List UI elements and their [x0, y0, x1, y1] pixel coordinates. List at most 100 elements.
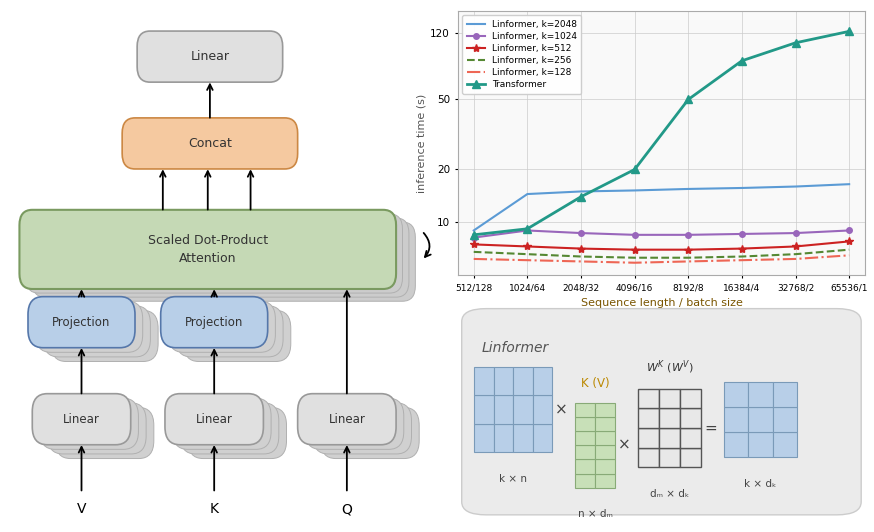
Text: ×: ×: [555, 402, 567, 417]
Bar: [748, 383, 773, 408]
Text: Linformer: Linformer: [482, 340, 550, 355]
Transformer: [790, 39, 801, 46]
Bar: [494, 423, 513, 452]
FancyBboxPatch shape: [51, 311, 158, 362]
Line: Linformer, k=512: Linformer, k=512: [469, 237, 853, 254]
Line: Linformer, k=256: Linformer, k=256: [474, 250, 850, 257]
Bar: [574, 431, 595, 445]
FancyBboxPatch shape: [188, 408, 287, 459]
Linformer, k=128: [522, 257, 532, 263]
Linformer, k=512: [629, 246, 640, 253]
Text: Linear: Linear: [329, 413, 365, 426]
Legend: Linformer, k=2048, Linformer, k=1024, Linformer, k=512, Linformer, k=256, Linfor: Linformer, k=2048, Linformer, k=1024, Li…: [462, 15, 581, 94]
Bar: [494, 395, 513, 423]
Linformer, k=2048: [522, 191, 532, 197]
Bar: [595, 403, 615, 417]
Transformer: [522, 226, 532, 232]
Bar: [724, 408, 748, 433]
Linformer, k=128: [790, 256, 801, 262]
Linformer, k=512: [844, 238, 855, 245]
Bar: [595, 417, 615, 431]
FancyBboxPatch shape: [180, 403, 279, 454]
Bar: [513, 367, 532, 395]
Text: ×: ×: [618, 438, 631, 453]
Text: Projection: Projection: [185, 315, 243, 329]
Linformer, k=2048: [629, 187, 640, 194]
Text: Linear: Linear: [63, 413, 100, 426]
Linformer, k=2048: [737, 185, 747, 191]
Linformer, k=1024: [844, 227, 855, 234]
Bar: [474, 423, 494, 452]
Linformer, k=256: [576, 253, 586, 260]
Bar: [474, 367, 494, 395]
Linformer, k=256: [629, 254, 640, 261]
FancyBboxPatch shape: [169, 301, 275, 352]
FancyBboxPatch shape: [161, 297, 267, 348]
Line: Linformer, k=2048: Linformer, k=2048: [474, 184, 850, 230]
Linformer, k=512: [790, 243, 801, 250]
FancyBboxPatch shape: [173, 398, 271, 450]
FancyBboxPatch shape: [321, 408, 420, 459]
Bar: [724, 433, 748, 458]
Transformer: [737, 57, 747, 64]
Bar: [680, 409, 702, 428]
Linformer, k=2048: [844, 181, 855, 187]
FancyBboxPatch shape: [48, 403, 146, 454]
Bar: [474, 395, 494, 423]
FancyBboxPatch shape: [26, 214, 403, 293]
Linformer, k=128: [844, 252, 855, 259]
Bar: [532, 367, 552, 395]
Linformer, k=512: [522, 243, 532, 250]
Transformer: [683, 96, 693, 103]
Bar: [574, 460, 595, 473]
Text: Linear: Linear: [191, 50, 229, 63]
Bar: [574, 403, 595, 417]
Line: Transformer: Transformer: [469, 27, 853, 239]
Linformer, k=1024: [683, 231, 693, 238]
Linformer, k=512: [468, 241, 479, 247]
Linformer, k=2048: [468, 227, 479, 234]
FancyBboxPatch shape: [55, 408, 154, 459]
Bar: [638, 447, 659, 467]
Bar: [659, 428, 680, 447]
Linformer, k=1024: [737, 231, 747, 237]
Bar: [680, 428, 702, 447]
Text: Q: Q: [342, 502, 352, 516]
FancyBboxPatch shape: [137, 31, 282, 82]
FancyBboxPatch shape: [32, 394, 131, 445]
Bar: [748, 433, 773, 458]
Y-axis label: inference time (s): inference time (s): [416, 94, 427, 193]
Bar: [680, 389, 702, 409]
Text: n × dₘ: n × dₘ: [578, 510, 613, 519]
Bar: [659, 389, 680, 409]
Bar: [574, 473, 595, 488]
Text: K (V): K (V): [580, 377, 609, 390]
Text: K: K: [210, 502, 218, 516]
FancyBboxPatch shape: [38, 222, 415, 301]
Text: $W^K$ $(W^V)$: $W^K$ $(W^V)$: [646, 359, 694, 376]
Bar: [595, 445, 615, 460]
Bar: [595, 473, 615, 488]
Linformer, k=128: [683, 258, 693, 264]
Bar: [574, 445, 595, 460]
Linformer, k=1024: [576, 230, 586, 236]
Linformer, k=256: [790, 251, 801, 257]
FancyBboxPatch shape: [313, 403, 412, 454]
Linformer, k=256: [468, 248, 479, 255]
Bar: [724, 383, 748, 408]
Bar: [748, 408, 773, 433]
Bar: [680, 447, 702, 467]
Linformer, k=512: [737, 245, 747, 252]
Bar: [513, 395, 532, 423]
Line: Linformer, k=1024: Linformer, k=1024: [471, 228, 852, 240]
Linformer, k=128: [737, 257, 747, 263]
Text: k × n: k × n: [499, 473, 527, 484]
Text: V: V: [77, 502, 87, 516]
Linformer, k=1024: [629, 231, 640, 238]
FancyBboxPatch shape: [36, 301, 142, 352]
Text: =: =: [704, 420, 717, 436]
Text: Projection: Projection: [52, 315, 111, 329]
Bar: [574, 417, 595, 431]
Linformer, k=128: [468, 256, 479, 262]
Bar: [638, 409, 659, 428]
